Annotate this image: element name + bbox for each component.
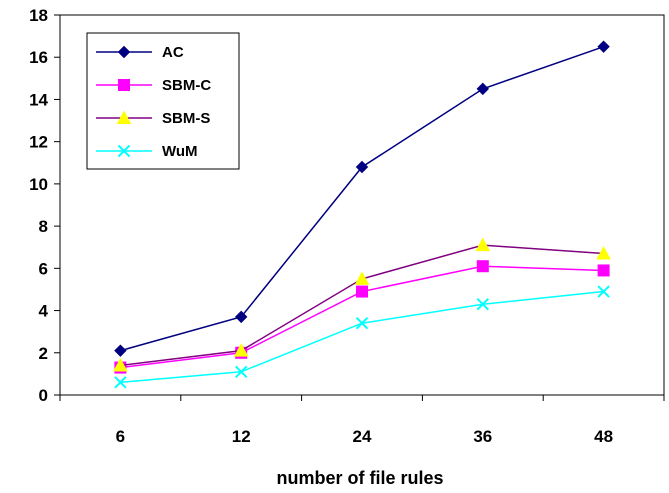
y-tick-label: 12 (29, 133, 48, 152)
data-point-wum (234, 365, 248, 378)
legend-item-ac: AC (96, 44, 184, 61)
data-point-ac (597, 40, 610, 53)
y-tick-label: 16 (29, 48, 48, 67)
data-point-sbm-s (233, 343, 249, 357)
y-axis-ticks: 0 2 4 6 8 10 12 14 16 18 (29, 6, 60, 405)
x-axis-title: number of file rules (276, 468, 443, 488)
data-point-ac (114, 344, 127, 357)
y-tick-label: 18 (29, 6, 48, 25)
data-point-sbm-c (597, 264, 610, 277)
data-point-sbm-s (475, 237, 491, 252)
data-point-sbm-c (356, 285, 368, 298)
legend-box (86, 32, 240, 170)
data-point-wum (355, 317, 369, 330)
data-point-ac (476, 82, 490, 96)
x-tick-label: 6 (116, 427, 125, 446)
series-ac (114, 40, 610, 357)
legend-item-wum: WuM (96, 143, 198, 160)
legend-label: AC (162, 44, 184, 61)
series-wum (114, 285, 610, 389)
legend-marker (116, 110, 132, 124)
y-tick-label: 2 (39, 344, 48, 363)
data-point-wum (476, 298, 490, 311)
x-tick-label: 12 (232, 427, 251, 446)
data-point-sbm-c (476, 260, 489, 273)
data-point-sbm-s (596, 246, 611, 260)
series-sbm-s (113, 237, 611, 372)
legend-marker (118, 79, 130, 91)
x-tick-label: 36 (473, 427, 492, 446)
y-tick-label: 0 (39, 386, 48, 405)
x-tick-label: 24 (353, 427, 372, 446)
data-point-sbm-s (354, 271, 370, 285)
y-tick-label: 8 (39, 217, 48, 236)
y-tick-label: 10 (29, 175, 48, 194)
legend-label: SBM-S (162, 110, 210, 127)
legend-label: SBM-C (162, 77, 211, 94)
data-point-ac (355, 160, 369, 174)
data-point-ac (234, 310, 248, 324)
x-tick-label: 48 (594, 427, 613, 446)
y-tick-label: 14 (29, 90, 48, 109)
legend-item-sbm-s: SBM-S (96, 110, 210, 127)
data-point-sbm-s (113, 357, 128, 372)
data-point-wum (114, 376, 127, 389)
y-tick-label: 6 (39, 259, 48, 278)
legend-item-sbm-c: SBM-C (96, 77, 211, 94)
y-tick-label: 4 (39, 302, 49, 321)
series-layer (113, 40, 611, 389)
data-point-wum (597, 285, 610, 298)
legend-marker (117, 144, 131, 158)
legend-marker (117, 45, 131, 59)
legend-label: WuM (162, 143, 198, 160)
x-axis-ticks: 6 12 24 36 48 (59, 395, 665, 446)
legend: AC SBM-C SBM-S WuM (86, 32, 240, 170)
